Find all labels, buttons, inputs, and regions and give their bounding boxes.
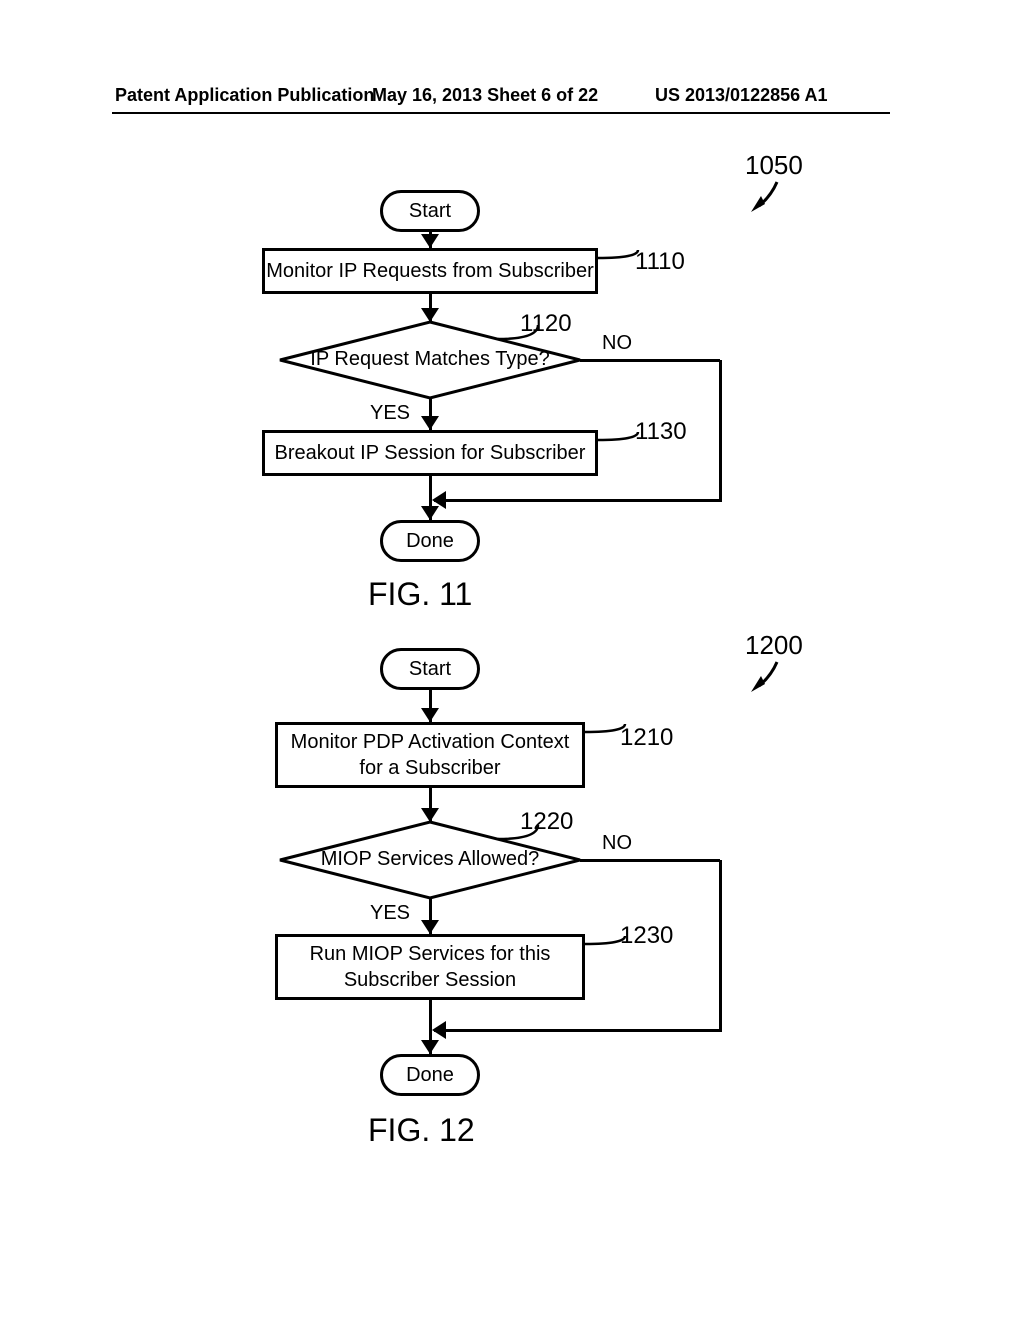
ref-label-2: 1120 xyxy=(520,310,572,338)
yes-label: YES xyxy=(370,902,410,925)
process-step-2: Run MIOP Services for this Subscriber Se… xyxy=(275,934,585,1000)
diagram-canvas: Start Monitor IP Requests from Subscriber… xyxy=(0,0,1024,1320)
ref-arrow-mark xyxy=(749,658,789,698)
process-step-1: Monitor IP Requests from Subscriber xyxy=(262,248,598,294)
no-label: NO xyxy=(602,332,632,355)
ref-label-1: 1110 xyxy=(635,248,685,276)
ref-label-3: 1230 xyxy=(620,922,673,950)
ref-arrow-mark xyxy=(749,178,789,218)
ref-label-3: 1130 xyxy=(635,418,687,446)
ref-label-main: 1200 xyxy=(745,630,803,661)
ref-label-1: 1210 xyxy=(620,724,673,752)
ref-label-2: 1220 xyxy=(520,808,573,836)
start-terminal: Start xyxy=(380,190,480,232)
figure-caption: FIG. 11 xyxy=(368,576,472,613)
start-terminal: Start xyxy=(380,648,480,690)
figure-caption: FIG. 12 xyxy=(368,1112,475,1149)
decision-label: IP Request Matches Type? xyxy=(310,348,550,371)
no-label: NO xyxy=(602,832,632,855)
done-terminal: Done xyxy=(380,520,480,562)
process-step-2: Breakout IP Session for Subscriber xyxy=(262,430,598,476)
done-terminal: Done xyxy=(380,1054,480,1096)
process-step-1: Monitor PDP Activation Context for a Sub… xyxy=(275,722,585,788)
decision-label: MIOP Services Allowed? xyxy=(310,848,550,871)
ref-label-main: 1050 xyxy=(745,150,803,181)
yes-label: YES xyxy=(370,402,410,425)
